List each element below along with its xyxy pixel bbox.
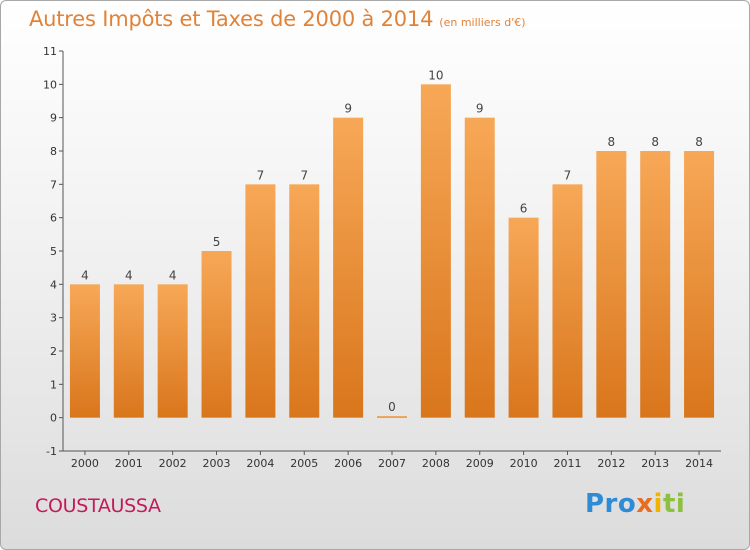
x-tick-label: 2007 (378, 457, 406, 470)
bar (201, 251, 232, 418)
y-tick-label: 7 (50, 178, 57, 191)
bar-value-label: 7 (564, 168, 572, 182)
x-tick-label: 2005 (290, 457, 318, 470)
x-tick-label: 2010 (510, 457, 538, 470)
bar (245, 184, 276, 418)
bar-value-label: 10 (428, 68, 443, 82)
bar-value-label: 4 (81, 268, 89, 282)
x-tick-label: 2012 (597, 457, 625, 470)
y-tick-label: 6 (50, 212, 57, 225)
bar-value-label: 4 (169, 268, 177, 282)
bar (640, 151, 671, 418)
y-tick-label: 3 (50, 312, 57, 325)
bar (157, 284, 188, 418)
x-tick-label: 2009 (466, 457, 494, 470)
commune-name: COUSTAUSSA (35, 495, 161, 517)
bar (289, 184, 320, 418)
x-tick-label: 2006 (334, 457, 362, 470)
y-tick-label: 1 (50, 378, 57, 391)
x-tick-label: 2014 (685, 457, 713, 470)
y-tick-label: 8 (50, 145, 57, 158)
bar (552, 184, 583, 418)
bar-value-label: 0 (388, 400, 396, 414)
y-tick-label: 9 (50, 112, 57, 125)
x-tick-label: 2001 (115, 457, 143, 470)
y-tick-label: 10 (43, 78, 57, 91)
bar (596, 151, 627, 418)
x-tick-label: 2008 (422, 457, 450, 470)
bar (684, 151, 715, 418)
bar-value-label: 4 (125, 268, 133, 282)
x-tick-label: 2011 (553, 457, 581, 470)
y-tick-label: 11 (43, 45, 57, 58)
bar (377, 416, 407, 418)
bar (420, 84, 451, 418)
bar (69, 284, 100, 418)
bar (113, 284, 144, 418)
bar-value-label: 9 (476, 102, 484, 116)
bar-value-label: 8 (695, 135, 703, 149)
y-tick-label: 0 (50, 412, 57, 425)
y-tick-label: -1 (46, 445, 57, 458)
bar-value-label: 8 (651, 135, 659, 149)
x-tick-label: 2000 (71, 457, 99, 470)
y-tick-label: 5 (50, 245, 57, 258)
bar-value-label: 9 (344, 102, 352, 116)
x-tick-label: 2002 (159, 457, 187, 470)
x-tick-label: 2003 (203, 457, 231, 470)
bar (508, 217, 539, 418)
bar (464, 117, 495, 418)
x-tick-label: 2013 (641, 457, 669, 470)
y-tick-label: 2 (50, 345, 57, 358)
bar-value-label: 7 (300, 168, 308, 182)
y-tick-label: 4 (50, 278, 57, 291)
bar-value-label: 7 (257, 168, 265, 182)
x-tick-label: 2004 (246, 457, 274, 470)
chart-title: Autres Impôts et Taxes de 2000 à 2014 (en… (29, 7, 526, 31)
chart-title-text: Autres Impôts et Taxes de 2000 à 2014 (29, 7, 434, 31)
bar (333, 117, 364, 418)
bar-value-label: 5 (213, 235, 221, 249)
chart-unit: (en milliers d'€) (439, 16, 526, 29)
bar-value-label: 6 (520, 202, 528, 216)
proxiti-logo: Proxiti (585, 489, 686, 519)
bar-value-label: 8 (608, 135, 616, 149)
